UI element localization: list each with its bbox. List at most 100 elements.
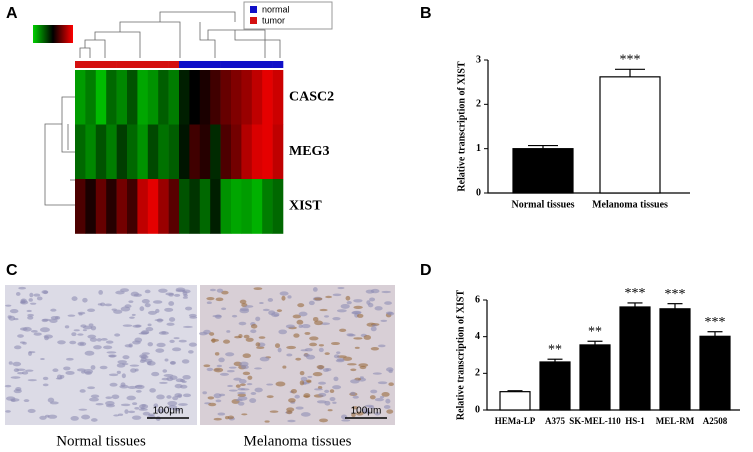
nucleus xyxy=(122,355,130,360)
heatmap-cell xyxy=(199,124,211,180)
nucleus xyxy=(167,404,178,410)
caption: Melanoma tissues xyxy=(244,433,352,449)
nucleus xyxy=(295,406,304,410)
group-bar xyxy=(127,61,138,68)
nucleus xyxy=(238,321,247,326)
nucleus xyxy=(66,357,74,361)
nucleus xyxy=(332,401,337,404)
group-bar xyxy=(272,61,284,68)
heatmap-cell xyxy=(262,179,273,234)
x-tick-label: Normal tissues xyxy=(511,199,574,210)
nucleus xyxy=(30,329,38,333)
nucleus xyxy=(351,406,359,410)
nucleus xyxy=(237,391,246,395)
nucleus xyxy=(90,325,97,331)
nucleus xyxy=(98,290,103,295)
nucleus xyxy=(132,402,138,406)
nucleus xyxy=(135,390,142,393)
x-tick-label: HS-1 xyxy=(625,416,645,426)
nucleus xyxy=(332,385,342,390)
nucleus xyxy=(129,316,135,319)
nucleus xyxy=(309,336,319,341)
bar xyxy=(499,391,531,411)
nucleus xyxy=(134,406,140,410)
nucleus xyxy=(27,315,34,320)
nucleus xyxy=(381,392,390,397)
nucleus xyxy=(141,299,150,304)
nucleus xyxy=(329,389,335,394)
heatmap-cell xyxy=(199,70,211,125)
nucleus xyxy=(295,357,302,361)
nucleus xyxy=(87,334,97,339)
heatmap-cell xyxy=(95,179,107,234)
nucleus xyxy=(300,412,311,417)
nucleus xyxy=(42,383,49,387)
nucleus xyxy=(350,391,356,396)
nucleus xyxy=(234,335,242,339)
nucleus xyxy=(292,314,302,319)
nucleus xyxy=(23,399,30,403)
nucleus xyxy=(294,394,300,399)
nucleus xyxy=(318,392,327,397)
nucleus xyxy=(221,307,227,311)
nucleus xyxy=(203,364,211,368)
nucleus xyxy=(370,346,380,351)
nucleus xyxy=(81,414,91,420)
nucleus xyxy=(366,300,371,305)
nucleus xyxy=(319,418,329,423)
nucleus xyxy=(264,420,270,423)
nucleus xyxy=(131,415,142,420)
nucleus xyxy=(293,333,300,338)
nucleus xyxy=(174,408,181,412)
nucleus xyxy=(45,414,50,418)
nucleus xyxy=(227,384,234,388)
nucleus xyxy=(339,328,347,333)
nucleus xyxy=(36,296,43,301)
nucleus xyxy=(353,337,363,340)
nucleus xyxy=(95,402,104,406)
nucleus xyxy=(304,331,311,335)
panel-label: A xyxy=(6,5,18,22)
nucleus xyxy=(4,384,12,388)
nucleus xyxy=(87,386,96,390)
nucleus xyxy=(93,345,102,350)
y-tick-label: 6 xyxy=(475,294,480,305)
nucleus xyxy=(318,344,324,347)
nucleus xyxy=(276,309,283,313)
nucleus xyxy=(108,373,119,377)
nucleus xyxy=(135,324,142,328)
nucleus xyxy=(77,333,84,336)
nucleus xyxy=(20,298,27,304)
bar xyxy=(599,76,661,194)
nucleus xyxy=(64,325,70,329)
nucleus xyxy=(303,353,310,358)
nucleus xyxy=(111,394,120,400)
heatmap-cell xyxy=(158,70,169,125)
nucleus xyxy=(226,330,231,333)
nucleus xyxy=(297,303,305,308)
nucleus xyxy=(214,352,220,356)
nucleus xyxy=(287,295,292,299)
heatmap-cell xyxy=(75,124,86,180)
nucleus xyxy=(345,295,351,301)
nucleus xyxy=(158,288,168,293)
nucleus xyxy=(286,345,297,350)
group-bar xyxy=(106,61,117,68)
nucleus xyxy=(247,375,253,380)
bar xyxy=(539,361,571,411)
nucleus xyxy=(388,382,394,387)
heatmap-cell xyxy=(189,179,201,234)
nucleus xyxy=(5,410,11,413)
heatmap-cell xyxy=(262,124,273,180)
nucleus xyxy=(312,372,323,377)
heatmap-cell xyxy=(272,70,284,125)
group-bar xyxy=(251,61,263,68)
nucleus xyxy=(43,334,53,339)
nucleus xyxy=(47,397,55,403)
nucleus xyxy=(242,371,251,376)
nucleus xyxy=(47,414,58,419)
heatmap-cell xyxy=(251,124,263,180)
nucleus xyxy=(113,309,123,314)
dendrogram xyxy=(44,11,281,206)
nucleus xyxy=(206,301,212,305)
